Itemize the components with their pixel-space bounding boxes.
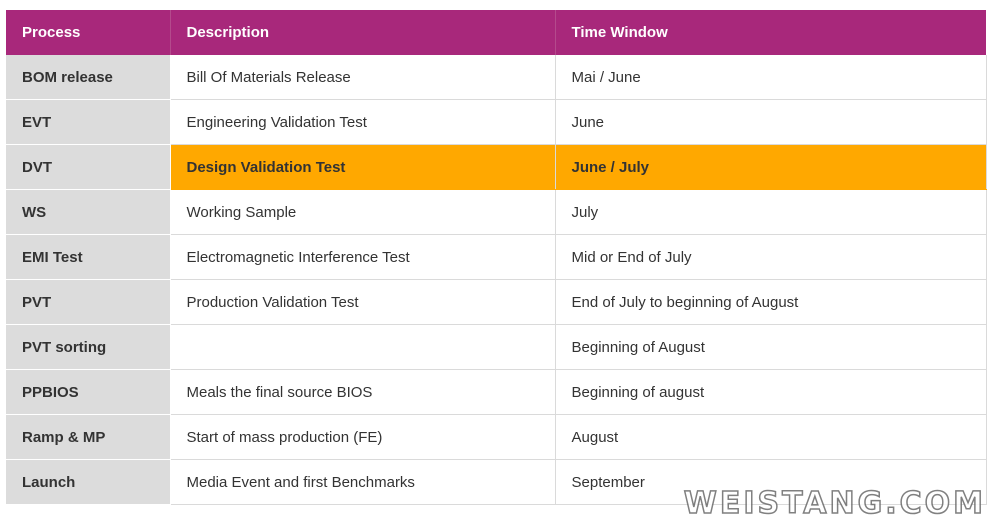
table-row: PVT sorting Beginning of August (6, 324, 987, 370)
schedule-table: Process Description Time Window BOM rele… (6, 10, 987, 505)
cell-time-window: Mid or End of July (555, 234, 987, 280)
header-description: Description (170, 10, 556, 55)
table-body: BOM release Bill Of Materials Release Mai … (6, 55, 987, 505)
cell-description: Media Event and first Benchmarks (170, 459, 556, 505)
cell-description: Design Validation Test (170, 144, 556, 190)
header-row: Process Description Time Window (6, 10, 986, 55)
cell-process: PVT (6, 279, 171, 325)
table-row: WS Working Sample July (6, 189, 987, 235)
watermark-logo: WEISTANG.COM (683, 485, 986, 522)
header-process: Process (6, 10, 171, 55)
cell-time-window: Beginning of August (555, 324, 987, 370)
cell-process: BOM release (6, 55, 171, 100)
cell-process: DVT (6, 144, 171, 190)
table-row: Ramp & MP Start of mass production (FE) Au… (6, 414, 987, 460)
cell-process: Launch (6, 459, 171, 505)
cell-time-window: Beginning of august (555, 369, 987, 415)
cell-process: Ramp & MP (6, 414, 171, 460)
cell-process: WS (6, 189, 171, 235)
cell-time-window: End of July to beginning of August (555, 279, 987, 325)
table-row: EMI Test Electromagnetic Interference Tes… (6, 234, 987, 280)
cell-description: Meals the final source BIOS (170, 369, 556, 415)
cell-description: Production Validation Test (170, 279, 556, 325)
cell-time-window: July (555, 189, 987, 235)
table-row: Launch Media Event and first Benchmarks Se… (6, 459, 987, 505)
cell-process: PPBIOS (6, 369, 171, 415)
table-row: BOM release Bill Of Materials Release Mai … (6, 55, 987, 100)
cell-description (170, 324, 556, 370)
header-time-window: Time Window (555, 10, 986, 55)
cell-description: Working Sample (170, 189, 556, 235)
table-row: PVT Production Validation Test End of July… (6, 279, 987, 325)
cell-description: Bill Of Materials Release (170, 55, 556, 100)
cell-time-window: August (555, 414, 987, 460)
cell-process: EMI Test (6, 234, 171, 280)
cell-time-window: June / July (555, 144, 987, 190)
schedule-table-container: Process Description Time Window BOM rele… (6, 10, 987, 510)
cell-process: PVT sorting (6, 324, 171, 370)
table-row: EVT Engineering Validation Test June (6, 99, 987, 145)
cell-time-window: Mai / June (555, 55, 987, 100)
cell-description: Engineering Validation Test (170, 99, 556, 145)
cell-description: Electromagnetic Interference Test (170, 234, 556, 280)
table-row: PPBIOS Meals the final source BIOS Beginni… (6, 369, 987, 415)
table-header: Process Description Time Window (6, 10, 986, 55)
table-row: DVT Design Validation Test June / July (6, 144, 987, 190)
cell-process: EVT (6, 99, 171, 145)
cell-time-window: September (555, 459, 987, 505)
cell-time-window: June (555, 99, 987, 145)
cell-description: Start of mass production (FE) (170, 414, 556, 460)
